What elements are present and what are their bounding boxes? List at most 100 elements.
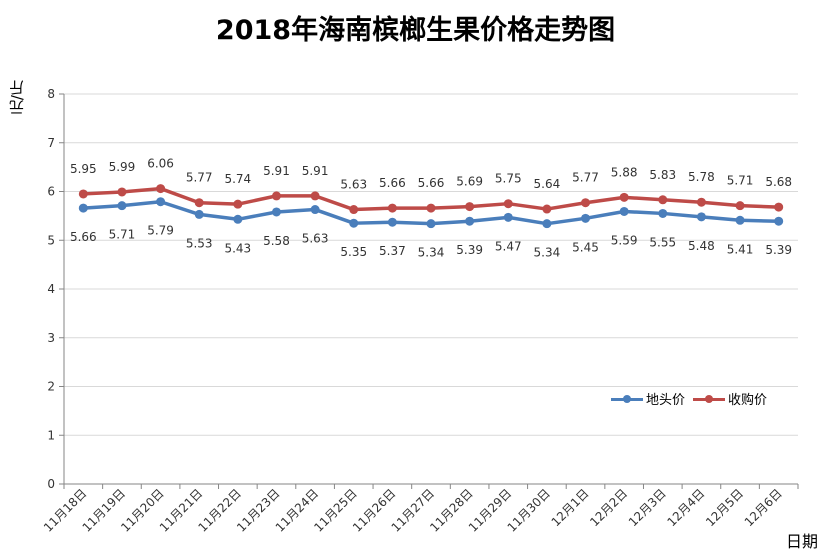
data-point [696, 212, 706, 222]
data-point [619, 206, 629, 216]
legend-marker-0 [611, 394, 643, 404]
data-label: 5.58 [263, 234, 290, 248]
data-point [503, 212, 513, 222]
data-point [581, 213, 591, 223]
data-point [271, 191, 281, 201]
data-point [774, 202, 784, 212]
data-point [310, 205, 320, 215]
y-tick-label: 3 [47, 331, 55, 345]
chart-title: 2018年海南槟榔生果价格走势图 [215, 15, 616, 46]
data-label: 5.34 [418, 246, 445, 260]
x-tick-label: 12月4日 [664, 486, 707, 529]
x-tick-label: 12月3日 [626, 486, 669, 529]
legend-item-1: 收购价 [693, 389, 767, 408]
data-point [156, 197, 166, 207]
data-label: 5.91 [302, 164, 329, 178]
data-label: 5.59 [611, 233, 638, 247]
y-tick-label: 6 [47, 185, 55, 199]
data-point [271, 207, 281, 217]
legend-item-0: 地头价 [611, 389, 685, 408]
legend-label-1: 收购价 [728, 393, 768, 408]
data-label: 5.77 [572, 171, 599, 185]
data-label: 5.75 [495, 172, 522, 186]
data-point [310, 191, 320, 201]
legend-label-0: 地头价 [646, 393, 686, 408]
data-point [194, 198, 204, 208]
y-tick-label: 5 [47, 233, 55, 247]
data-point [426, 219, 436, 229]
data-label: 5.99 [109, 160, 136, 174]
data-label: 5.34 [534, 246, 561, 260]
data-label: 5.95 [70, 162, 97, 176]
data-point [735, 215, 745, 225]
data-label: 5.37 [379, 244, 406, 258]
y-tick-label: 8 [47, 87, 55, 101]
data-label: 5.63 [340, 178, 367, 192]
data-point [658, 208, 668, 218]
data-label: 5.43 [224, 241, 251, 255]
data-label: 5.69 [456, 175, 483, 189]
x-tick-label: 12月2日 [587, 486, 630, 529]
data-label: 5.55 [649, 235, 676, 249]
data-point [503, 199, 513, 209]
data-point [156, 184, 166, 194]
data-point [581, 198, 591, 208]
data-point [387, 217, 397, 227]
data-label: 5.79 [147, 224, 174, 238]
data-label: 5.88 [611, 165, 638, 179]
y-tick-label: 1 [47, 428, 55, 442]
data-label: 5.66 [418, 176, 445, 190]
x-tick-label: 11月30日 [505, 486, 553, 534]
data-point [774, 216, 784, 226]
data-label: 5.64 [534, 177, 561, 191]
x-tick-label: 12月5日 [703, 486, 746, 529]
data-point [78, 203, 88, 213]
data-label: 5.91 [263, 164, 290, 178]
data-point [465, 216, 475, 226]
data-label: 5.78 [688, 170, 715, 184]
data-label: 5.39 [456, 243, 483, 257]
data-label: 5.77 [186, 171, 213, 185]
legend: 地头价 收购价 [611, 389, 767, 408]
data-label: 5.63 [302, 232, 329, 246]
data-label: 5.53 [186, 236, 213, 250]
data-label: 5.66 [379, 176, 406, 190]
x-tick-label: 12月1日 [549, 486, 592, 529]
data-point [78, 189, 88, 199]
data-label: 5.48 [688, 239, 715, 253]
legend-marker-1 [693, 394, 726, 404]
data-label: 5.68 [765, 175, 792, 189]
data-point [542, 219, 552, 229]
data-label: 5.39 [765, 243, 792, 257]
data-label: 5.45 [572, 240, 599, 254]
data-point [387, 203, 397, 213]
data-point [542, 204, 552, 214]
data-point [735, 201, 745, 211]
data-label: 6.06 [147, 157, 174, 171]
data-point [619, 192, 629, 202]
data-point [233, 214, 243, 224]
data-point [696, 197, 706, 207]
x-tick-label: 12月6日 [742, 486, 785, 529]
x-axis-label: 日期 [786, 532, 819, 551]
data-point [194, 209, 204, 219]
data-point [426, 203, 436, 213]
y-tick-label: 2 [47, 380, 55, 394]
data-label: 5.83 [649, 168, 676, 182]
data-point [349, 205, 359, 215]
y-tick-label: 0 [47, 477, 55, 491]
data-point [465, 202, 475, 212]
data-label: 5.74 [224, 172, 251, 186]
data-point [117, 187, 127, 197]
data-label: 5.66 [70, 230, 97, 244]
data-label: 5.35 [340, 245, 367, 259]
data-label: 5.71 [109, 228, 136, 242]
y-tick-label: 7 [47, 136, 55, 150]
data-point [658, 195, 668, 205]
y-tick-label: 4 [47, 282, 55, 296]
data-point [349, 218, 359, 228]
data-point [117, 201, 127, 211]
data-label: 5.41 [727, 242, 754, 256]
data-label: 5.71 [727, 174, 754, 188]
